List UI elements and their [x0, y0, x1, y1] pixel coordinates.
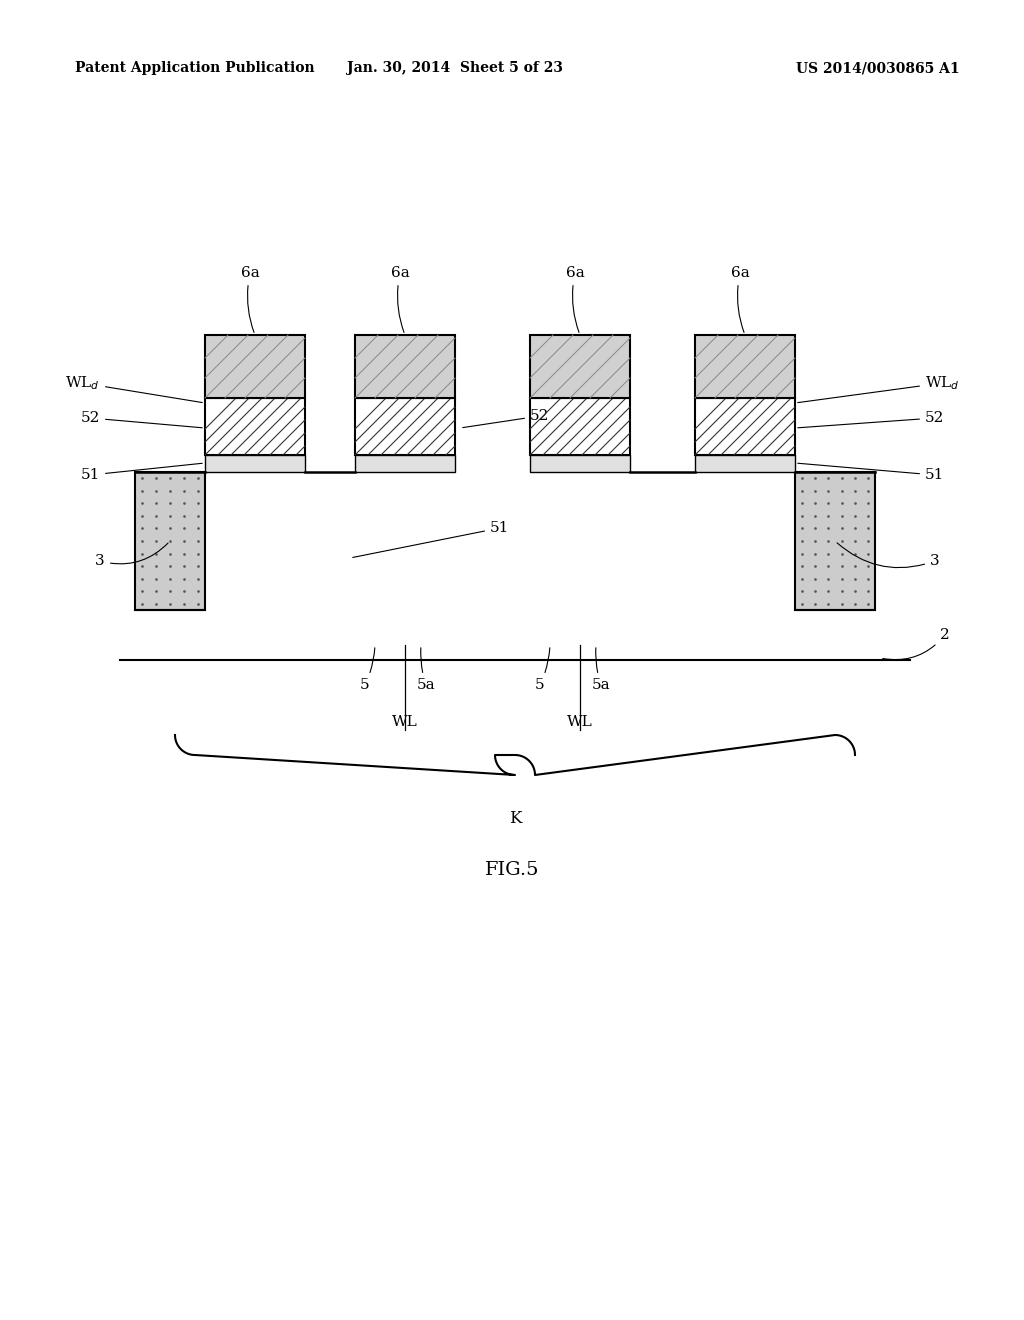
Text: 52: 52	[81, 411, 202, 428]
Text: K: K	[509, 810, 521, 828]
Bar	[530, 399, 630, 455]
Text: 6a: 6a	[565, 267, 585, 333]
Bar	[530, 455, 630, 473]
Text: 5a: 5a	[592, 648, 610, 692]
Text: 3: 3	[95, 543, 168, 568]
Text: 6a: 6a	[241, 267, 259, 333]
Text: 6a: 6a	[390, 267, 410, 333]
Text: US 2014/0030865 A1: US 2014/0030865 A1	[797, 61, 961, 75]
Bar	[530, 335, 630, 399]
Bar	[695, 455, 795, 473]
Bar	[205, 399, 305, 455]
Text: 51: 51	[81, 463, 202, 482]
Text: 2: 2	[883, 628, 949, 660]
Text: Jan. 30, 2014  Sheet 5 of 23: Jan. 30, 2014 Sheet 5 of 23	[347, 61, 563, 75]
Text: 51: 51	[798, 463, 944, 482]
Text: WL: WL	[392, 715, 418, 729]
Bar	[355, 399, 455, 455]
Text: WL: WL	[567, 715, 593, 729]
Text: Patent Application Publication: Patent Application Publication	[75, 61, 314, 75]
Text: 5: 5	[360, 648, 375, 692]
Text: 3: 3	[837, 543, 940, 568]
Text: 51: 51	[352, 521, 509, 557]
Text: WL$_d$: WL$_d$	[66, 374, 203, 403]
Bar	[205, 455, 305, 473]
Bar	[135, 473, 205, 610]
Text: 52: 52	[463, 409, 549, 428]
Text: 6a: 6a	[731, 267, 750, 333]
Text: 5a: 5a	[417, 648, 435, 692]
Text: 5: 5	[536, 648, 550, 692]
Bar	[795, 473, 874, 610]
Bar	[695, 335, 795, 399]
Text: 52: 52	[798, 411, 944, 428]
Bar	[205, 335, 305, 399]
Bar	[355, 455, 455, 473]
Text: WL$_d$: WL$_d$	[798, 374, 959, 403]
Bar	[355, 335, 455, 399]
Text: FIG.5: FIG.5	[484, 861, 540, 879]
Bar	[695, 399, 795, 455]
